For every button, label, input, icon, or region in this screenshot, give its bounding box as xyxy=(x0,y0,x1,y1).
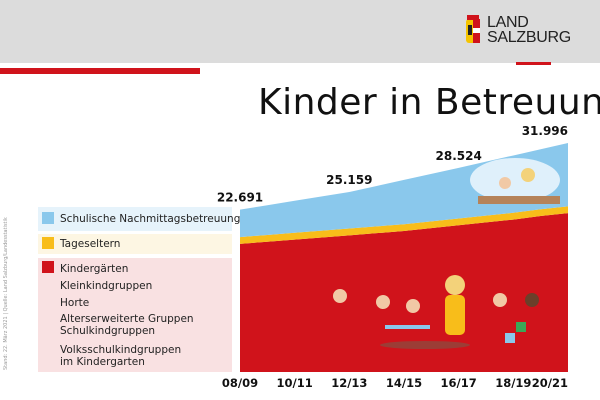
logo-line1: LAND xyxy=(487,14,529,31)
legend-label: im Kindergarten xyxy=(60,356,145,368)
illustration xyxy=(333,158,560,349)
x-tick-label: 18/19 xyxy=(495,376,531,390)
legend-label: Schulkindgruppen xyxy=(60,325,156,337)
total-label: 25.159 xyxy=(326,173,372,187)
x-tick-label: 20/21 xyxy=(532,376,568,390)
legend-label: Kindergärten xyxy=(60,263,129,275)
chart-title: Kinder in Betreuung xyxy=(258,82,600,123)
legend-label: Kleinkindgruppen xyxy=(60,280,153,292)
x-tick-label: 10/11 xyxy=(277,376,313,390)
total-label: 28.524 xyxy=(436,149,482,163)
x-tick-label: 16/17 xyxy=(441,376,477,390)
legend-label: Alterserweiterte Gruppen xyxy=(60,313,194,325)
x-tick-label: 08/09 xyxy=(222,376,258,390)
total-label: 31.996 xyxy=(522,124,568,138)
legend-swatch-red xyxy=(42,261,54,273)
legend-label: Volksschulkindgruppen xyxy=(60,344,182,356)
x-tick-label: 12/13 xyxy=(331,376,367,390)
accent-bar xyxy=(0,68,200,74)
coat-of-arms-icon xyxy=(466,15,480,43)
legend-swatch-blue xyxy=(42,212,54,224)
legend-item-yellow: Tageseltern xyxy=(38,234,232,254)
legend-item-blue: Schulische Nachmittagsbetreuung xyxy=(38,207,240,231)
area-yellow xyxy=(240,206,568,244)
legend-item-red: Kindergärten Kleinkindgruppen Horte Alte… xyxy=(38,258,232,372)
land-salzburg-logo: LAND SALZBURG xyxy=(465,14,571,65)
total-label: 22.691 xyxy=(217,191,263,205)
legend-swatch-yellow xyxy=(42,237,54,249)
legend-label: Tageseltern xyxy=(60,238,121,250)
header-bar xyxy=(0,0,600,63)
logo-underline xyxy=(516,62,551,65)
legend-label: Schulische Nachmittagsbetreuung xyxy=(60,213,241,225)
x-tick-label: 14/15 xyxy=(386,376,422,390)
logo-line2: SALZBURG xyxy=(487,29,571,46)
area-red xyxy=(240,213,568,372)
legend-label: Horte xyxy=(60,297,90,309)
